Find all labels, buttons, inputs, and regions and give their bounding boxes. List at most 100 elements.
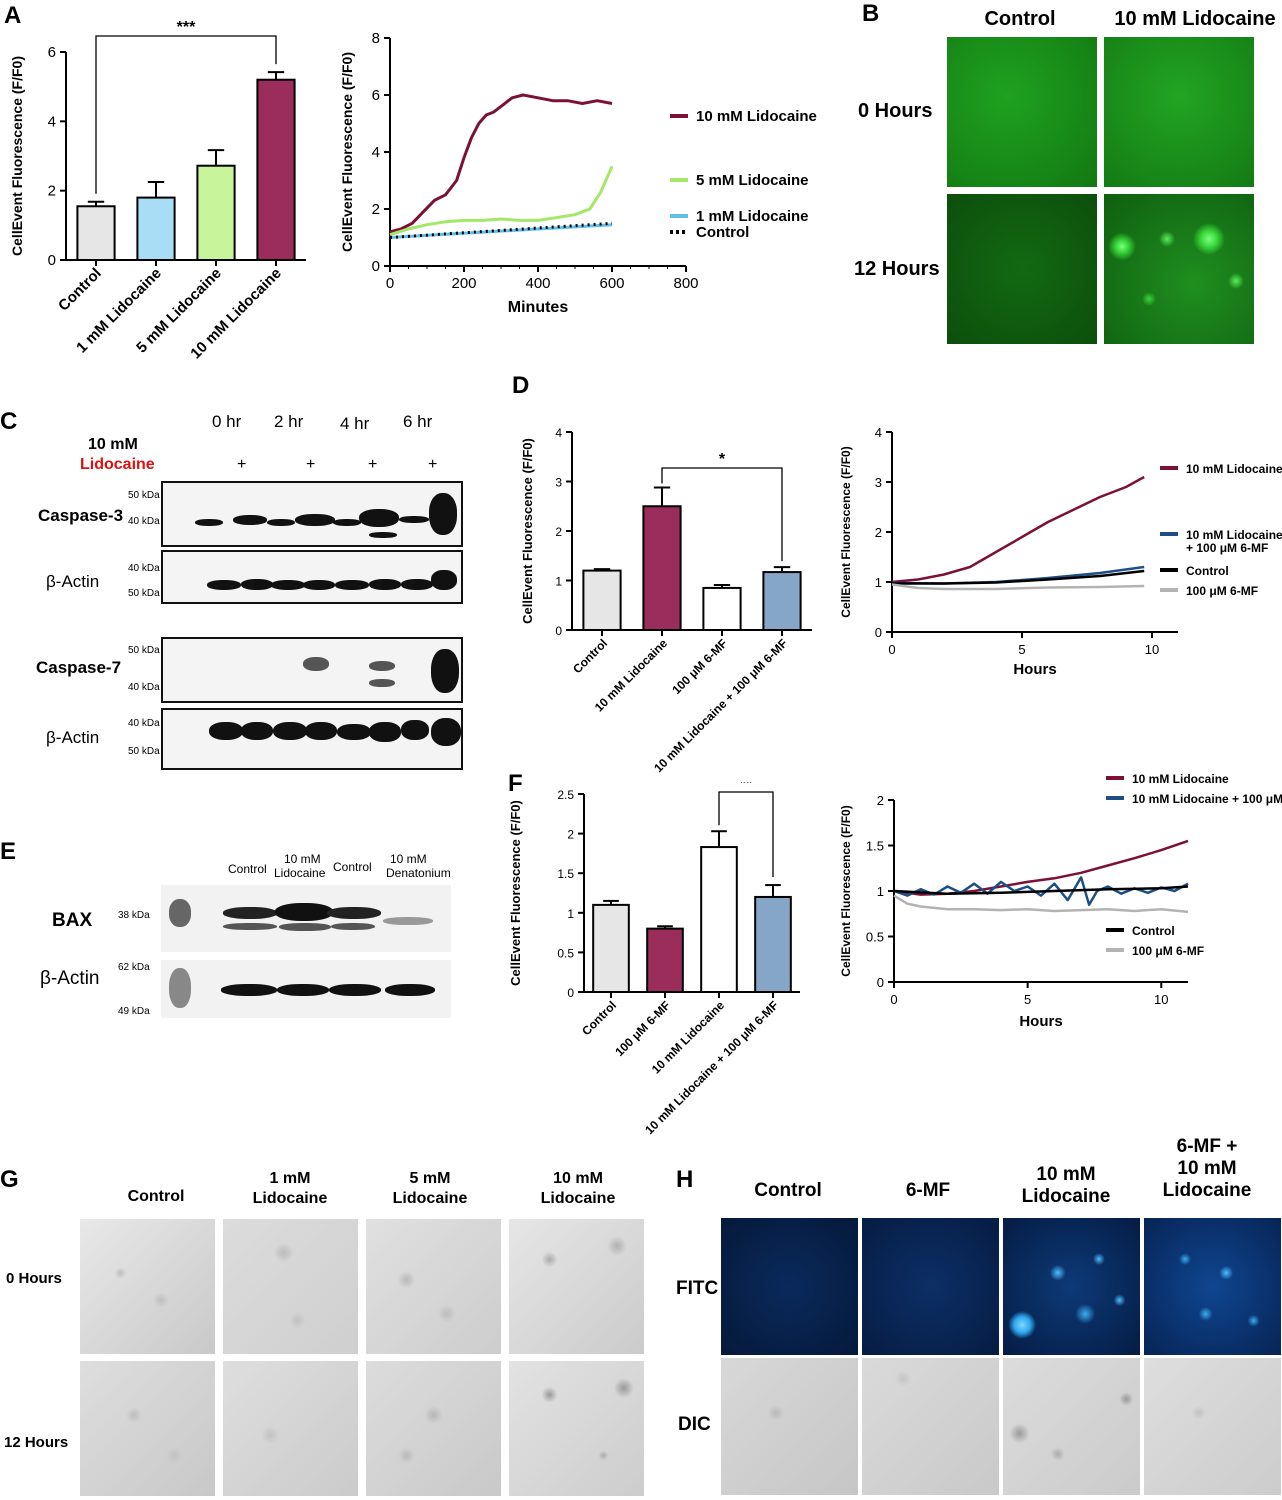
x-axis-label: Minutes [508,299,569,316]
b-img-control-12h [947,194,1097,344]
c-label-actin1: β-Actin [46,572,100,591]
c-blot-actin1 [161,550,463,604]
bar [646,927,684,993]
legend-label: 10 mM Lidocaine [1186,528,1282,542]
h-row-fitc: FITC [676,1278,719,1299]
y-tick-label: 3 [875,475,882,490]
h-img-fitc-10mm [1003,1218,1140,1355]
c-kda-1b: 40 kDa [128,516,160,527]
c-kda-2a: 40 kDa [128,563,160,574]
c-kda-1a: 50 kDa [128,490,160,501]
panel-label-h: H [676,1166,694,1193]
y-tick-label: 4 [48,113,56,130]
category-label: Control [579,998,619,1038]
h-col-10mm-a: 10 mM [1036,1164,1096,1185]
b-col-lido: 10 mM Lidocaine [1114,8,1276,30]
series-line [389,221,613,239]
legend-label: 10 mM Lidocaine + 100 μM 6-MF [1132,792,1282,806]
legend-label: 1 mM Lidocaine [696,208,809,225]
h-col-control: Control [754,1180,822,1201]
h-img-dic-combo [1144,1358,1281,1495]
y-tick-label: 1 [555,575,562,589]
significance-label: *** [177,19,196,36]
c-time-0: 0 hr [212,412,242,431]
significance-bracket [661,467,783,562]
h-img-fitc-control [721,1218,858,1355]
c-blot-actin2 [161,708,463,770]
c-treat-line1: 10 mM [88,436,138,453]
y-tick-label: 2 [555,525,562,539]
series-line [891,583,1145,591]
series-line [891,475,1145,584]
h-col-10mm-b: Lidocaine [1021,1186,1111,1207]
c-kda-4b: 50 kDa [128,746,160,757]
significance-label: * [719,451,726,468]
legend-label: 10 mM Lidocaine [696,108,817,125]
chart-d-line: 0 1 2 3 4 0 5 10 Hours CellEvent Fluorescence (F/… [839,425,1282,678]
y-tick-label: 0 [48,252,56,269]
e-lane-lido1: 10 mM [284,852,321,866]
g-img-5mm-12h [366,1361,501,1496]
bar [76,205,116,261]
g-img-5mm-0h [366,1219,501,1354]
y-axis-label: CellEvent Fluorescence (F/F0) [9,56,25,256]
legend-label: 5 mM Lidocaine [696,172,809,189]
category-label: Control [55,265,105,315]
h-img-fitc-6mf [862,1218,999,1355]
y-tick-label: 0 [372,258,380,275]
e-label-actin: β-Actin [40,968,100,989]
series-line [893,894,1189,914]
y-tick-label: 4 [555,426,562,440]
x-axis-label: Hours [1019,1013,1062,1030]
y-tick-label: 2.5 [557,788,574,802]
panel-label-d: D [512,372,530,399]
bar [582,569,622,632]
y-tick-label: 0.5 [557,946,574,960]
series-line [893,839,1189,896]
g-row-12h: 12 Hours [4,1434,69,1451]
c-plus-1: + [237,456,247,473]
c-kda-2b: 50 kDa [128,588,160,599]
g-img-10mm-12h [509,1361,644,1496]
bar [642,505,682,631]
legend-label: Control [696,224,749,241]
c-plus-4: + [428,456,438,473]
x-tick-label: 600 [599,275,624,292]
c-plus-2: + [306,456,316,473]
c-label-actin2: β-Actin [46,728,100,747]
e-kda-38: 38 kDa [118,910,150,921]
g-col-5mm-b: Lidocaine [392,1190,468,1207]
b-img-lido-12h [1104,194,1254,344]
h-img-dic-10mm [1003,1358,1140,1495]
legend-label: Control [1132,924,1175,938]
significance-bracket [718,791,774,878]
h-col-combo-a: 6-MF + [1176,1136,1238,1157]
y-tick-label: 6 [372,87,380,104]
c-treat-line2: Lidocaine [80,456,155,473]
e-lane-control1: Control [228,862,267,876]
h-col-combo-c: Lidocaine [1162,1180,1252,1201]
bar [256,78,296,261]
g-img-1mm-12h [223,1361,358,1496]
g-img-10mm-0h [509,1219,644,1354]
h-img-dic-control [721,1358,858,1495]
e-label-bax: BAX [52,910,93,931]
bar [700,846,738,994]
panel-label-c: C [0,408,18,435]
y-tick-label: 2 [875,525,882,540]
y-tick-label: 2 [567,828,574,842]
panel-label-b: B [862,0,880,27]
x-tick-label: 5 [1018,642,1025,657]
g-col-1mm-b: Lidocaine [252,1190,328,1207]
x-tick-label: 0 [386,275,394,292]
y-tick-label: 2 [877,793,884,808]
y-tick-label: 1 [567,907,574,921]
y-tick-label: 0 [555,624,562,638]
h-col-6mf: 6-MF [905,1180,951,1201]
series-line [389,93,613,234]
y-axis-label: CellEvent Fluorescence (F/F0) [339,52,355,252]
panel-label-e: E [0,838,17,865]
g-row-0h: 0 Hours [6,1270,62,1287]
e-kda-49: 49 kDa [118,1006,150,1017]
